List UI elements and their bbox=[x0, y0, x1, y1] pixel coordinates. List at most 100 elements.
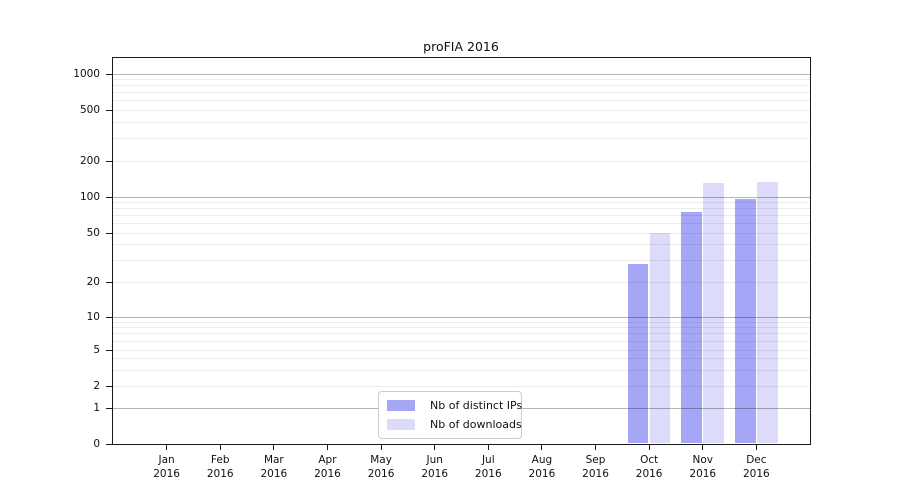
gridline-minor-9 bbox=[113, 321, 810, 323]
y-tick-mark-200 bbox=[106, 160, 113, 162]
x-tick-label-year: 2016 bbox=[635, 467, 663, 480]
gridline-minor-500 bbox=[113, 109, 810, 111]
x-tick-label-year: 2016 bbox=[743, 467, 770, 480]
y-tick-label-1: 1 bbox=[93, 402, 100, 414]
x-tick-label-month: Nov bbox=[692, 454, 714, 466]
y-tick-mark-1 bbox=[106, 407, 113, 409]
gridline-minor-7 bbox=[113, 333, 810, 335]
legend-label-downloads: Nb of downloads bbox=[430, 418, 522, 431]
plot-area bbox=[112, 57, 811, 445]
x-tick-label-mar: Mar 2016 bbox=[246, 454, 302, 481]
gridline-minor-50 bbox=[113, 232, 810, 234]
x-tick-label-sep: Sep 2016 bbox=[568, 454, 624, 481]
x-tick-mark-nov bbox=[702, 444, 704, 450]
x-tick-label-month: Jan bbox=[158, 454, 175, 466]
gridline-minor-60 bbox=[113, 223, 810, 225]
x-tick-label-oct: Oct 2016 bbox=[621, 454, 677, 481]
legend-swatch-distinct-ips bbox=[387, 400, 415, 411]
legend-swatch-downloads bbox=[387, 419, 415, 430]
x-tick-label-year: 2016 bbox=[260, 467, 288, 480]
x-tick-label-year: 2016 bbox=[582, 467, 609, 480]
gridline-minor-5 bbox=[113, 349, 810, 351]
y-tick-mark-2 bbox=[106, 385, 113, 387]
y-tick-label-100: 100 bbox=[79, 191, 100, 203]
bar-distinct-ips-oct bbox=[627, 264, 649, 443]
x-tick-label-month: Dec bbox=[746, 454, 767, 466]
x-tick-label-year: 2016 bbox=[206, 467, 234, 480]
bar-distinct-ips-dec bbox=[735, 198, 756, 443]
y-tick-label-2: 2 bbox=[93, 380, 100, 392]
gridline-minor-4 bbox=[113, 358, 810, 360]
y-tick-label-200: 200 bbox=[79, 155, 100, 167]
y-tick-mark-50 bbox=[106, 232, 113, 234]
gridline-minor-90 bbox=[113, 201, 810, 203]
y-tick-label-50: 50 bbox=[86, 227, 100, 239]
x-tick-label-year: 2016 bbox=[153, 467, 180, 480]
gridline-minor-20 bbox=[113, 281, 810, 283]
legend-row-distinct-ips: Nb of distinct IPs bbox=[385, 396, 522, 415]
x-tick-label-month: Feb bbox=[210, 454, 230, 466]
y-tick-mark-0 bbox=[106, 443, 113, 445]
x-tick-label-month: Sep bbox=[585, 454, 606, 466]
x-tick-label-month: Jul bbox=[481, 454, 495, 466]
x-tick-label-apr: Apr 2016 bbox=[299, 454, 355, 481]
x-tick-label-dec: Dec 2016 bbox=[728, 454, 784, 481]
gridline-minor-8 bbox=[113, 327, 810, 329]
x-tick-label-year: 2016 bbox=[528, 467, 556, 480]
x-tick-label-may: May 2016 bbox=[353, 454, 409, 481]
y-tick-mark-20 bbox=[106, 281, 113, 283]
x-tick-label-month: Apr bbox=[318, 454, 337, 466]
gridline-minor-30 bbox=[113, 259, 810, 261]
x-tick-label-year: 2016 bbox=[314, 467, 341, 480]
x-tick-label-feb: Feb 2016 bbox=[192, 454, 248, 481]
x-tick-mark-apr bbox=[326, 444, 328, 450]
gridline-minor-400 bbox=[113, 121, 810, 123]
y-tick-mark-500 bbox=[106, 109, 113, 111]
x-tick-mark-mar bbox=[273, 444, 275, 450]
gridline-minor-2 bbox=[113, 385, 810, 387]
y-tick-mark-100 bbox=[106, 196, 113, 198]
bar-downloads-dec bbox=[757, 181, 778, 443]
gridline-minor-6 bbox=[113, 340, 810, 342]
bar-distinct-ips-nov bbox=[681, 211, 703, 443]
bar-downloads-oct bbox=[649, 233, 671, 443]
gridline-minor-600 bbox=[113, 100, 810, 102]
x-tick-mark-aug bbox=[541, 444, 543, 450]
legend-row-downloads: Nb of downloads bbox=[385, 415, 522, 434]
x-tick-mark-may bbox=[380, 444, 382, 450]
x-tick-mark-jun bbox=[434, 444, 436, 450]
x-tick-label-year: 2016 bbox=[367, 467, 395, 480]
y-tick-label-10: 10 bbox=[86, 311, 100, 323]
legend: Nb of distinct IPs Nb of downloads bbox=[378, 391, 522, 439]
x-tick-mark-jul bbox=[487, 444, 489, 450]
y-tick-label-1000: 1000 bbox=[73, 68, 100, 80]
gridline-minor-200 bbox=[113, 160, 810, 162]
x-tick-mark-feb bbox=[219, 444, 221, 450]
y-tick-mark-1000 bbox=[106, 73, 113, 75]
y-tick-mark-10 bbox=[106, 316, 113, 318]
gridline-minor-70 bbox=[113, 215, 810, 217]
x-tick-label-month: Jun bbox=[426, 454, 443, 466]
gridline-minor-80 bbox=[113, 208, 810, 210]
gridline-minor-700 bbox=[113, 92, 810, 94]
y-tick-label-20: 20 bbox=[86, 276, 100, 288]
gridline-major-100 bbox=[113, 196, 810, 198]
gridline-major-1000 bbox=[113, 73, 810, 75]
gridline-minor-900 bbox=[113, 78, 810, 80]
x-tick-label-jul: Jul 2016 bbox=[460, 454, 516, 481]
bar-downloads-nov bbox=[703, 183, 725, 443]
gridline-minor-3 bbox=[113, 369, 810, 371]
x-tick-mark-sep bbox=[595, 444, 597, 450]
x-tick-label-nov: Nov 2016 bbox=[675, 454, 731, 481]
x-tick-label-month: May bbox=[370, 454, 392, 466]
x-tick-mark-dec bbox=[755, 444, 757, 450]
x-tick-label-year: 2016 bbox=[421, 467, 449, 480]
x-tick-label-month: Aug bbox=[531, 454, 553, 466]
y-tick-mark-5 bbox=[106, 349, 113, 351]
x-tick-label-jun: Jun 2016 bbox=[407, 454, 463, 481]
gridline-minor-800 bbox=[113, 85, 810, 87]
chart-title: proFIA 2016 bbox=[423, 39, 499, 54]
gridline-major-10 bbox=[113, 316, 810, 318]
x-tick-label-jan: Jan 2016 bbox=[139, 454, 195, 481]
